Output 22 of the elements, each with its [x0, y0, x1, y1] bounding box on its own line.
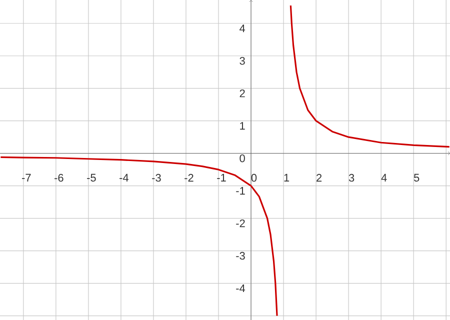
x-tick-label: 0	[251, 174, 257, 182]
y-tick-label: -1	[236, 187, 245, 195]
x-tick-label: 4	[381, 174, 387, 182]
x-tick-label: -4	[120, 174, 128, 182]
y-tick-label: 3	[240, 56, 245, 65]
x-tick-label: -3	[152, 174, 161, 182]
x-tick-label: 5	[414, 174, 420, 182]
x-tick-label: -7	[22, 174, 31, 182]
y-tick-label: -3	[236, 252, 245, 260]
y-tick-label: 0	[240, 154, 245, 162]
x-tick-label: -1	[217, 174, 226, 182]
x-tick-label: -5	[87, 174, 96, 182]
y-tick-label: 2	[240, 90, 245, 98]
y-tick-label: 4	[240, 24, 246, 32]
x-tick-label: -2	[184, 174, 194, 182]
x-tick-label: -6	[54, 174, 64, 182]
x-tick-label: 3	[348, 174, 354, 182]
x-tick-label: 1	[284, 174, 290, 182]
y-tick-label: 1	[240, 122, 245, 130]
y-tick-label: -4	[236, 284, 246, 292]
y-tick-label: -2	[236, 219, 245, 228]
x-tick-label: 2	[316, 174, 322, 182]
